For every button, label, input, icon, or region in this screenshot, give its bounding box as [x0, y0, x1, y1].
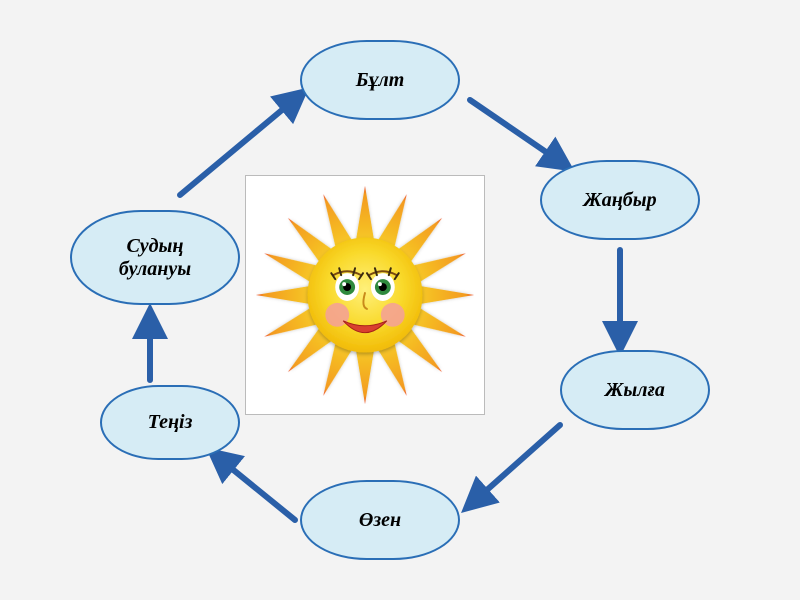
- node-bulanu: Судыңбулануы: [70, 210, 240, 305]
- node-label: Жаңбыр: [583, 189, 656, 212]
- node-teniz: Теңіз: [100, 385, 240, 460]
- node-zhangbyr: Жаңбыр: [540, 160, 700, 240]
- node-bult: Бұлт: [300, 40, 460, 120]
- node-label: Өзен: [359, 509, 401, 532]
- node-label: Судыңбулануы: [119, 235, 191, 281]
- water-cycle-diagram: Бұлт Жаңбыр Жылға Өзен Теңіз Судыңбулануы: [0, 0, 800, 600]
- node-zhylga: Жылға: [560, 350, 710, 430]
- node-ozen: Өзен: [300, 480, 460, 560]
- node-label: Жылға: [605, 379, 665, 402]
- node-label: Бұлт: [356, 69, 405, 92]
- node-label: Теңіз: [148, 411, 193, 434]
- arrow-bult-to-zhangbyr: [470, 100, 565, 165]
- arrow-ozen-to-teniz: [215, 455, 295, 520]
- sun-illustration: [245, 175, 485, 415]
- arrow-zhylga-to-ozen: [470, 425, 560, 505]
